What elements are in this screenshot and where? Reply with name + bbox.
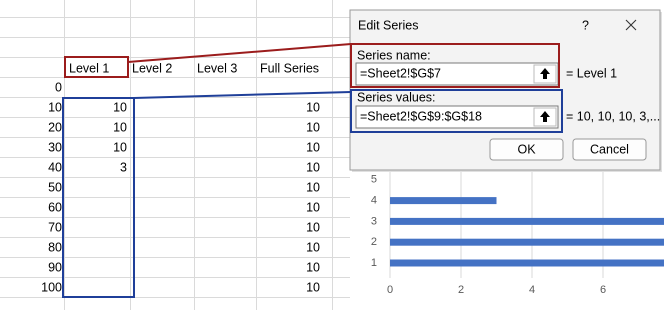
- x-tick-label: 0: [387, 284, 393, 296]
- row-value: 10: [48, 100, 62, 114]
- full-series-cell: 10: [306, 260, 320, 274]
- full-series-cell: 10: [306, 200, 320, 214]
- y-tick-label: 5: [371, 174, 377, 186]
- series-values-label: Series values:: [357, 90, 436, 104]
- close-button[interactable]: [625, 19, 637, 31]
- red-highlight: [64, 43, 560, 88]
- x-tick-label: 4: [529, 284, 535, 296]
- y-tick-label: 3: [371, 215, 377, 227]
- x-tick-label: 6: [600, 284, 606, 296]
- full-series-cell: 10: [306, 180, 320, 194]
- ok-button[interactable]: [489, 138, 564, 161]
- y-tick-label: 1: [371, 257, 377, 269]
- series-values-input[interactable]: [355, 105, 559, 129]
- full-series-cell: 10: [306, 140, 320, 154]
- y-tick-label: 4: [371, 195, 377, 207]
- series-values-preview: = 10, 10, 10, 3,...: [566, 109, 660, 123]
- dialog-title: Edit Series: [358, 18, 418, 32]
- row-value: 70: [48, 220, 62, 234]
- full-series-cell: 10: [306, 160, 320, 174]
- row-value: 50: [48, 180, 62, 194]
- level-1-cell: 10: [113, 120, 127, 134]
- blue-highlight: [62, 89, 563, 298]
- row-value: 100: [41, 280, 62, 294]
- collapse-button[interactable]: [533, 107, 557, 127]
- row-value: 30: [48, 140, 62, 154]
- x-tick-label: 2: [458, 284, 464, 296]
- level-1-cell: 3: [120, 160, 127, 174]
- ok-label: OK: [517, 142, 536, 156]
- series-values-ref: =Sheet2!$G$9:$G$18: [360, 109, 482, 123]
- header-cell: Full Series: [260, 61, 319, 75]
- full-series-cell: 10: [306, 100, 320, 114]
- bar: [390, 259, 664, 267]
- help-button[interactable]: ?: [582, 18, 589, 32]
- full-series-cell: 10: [306, 240, 320, 254]
- header-cell: Level 1: [69, 61, 109, 75]
- full-series-cell: 10: [306, 280, 320, 294]
- row-value: 40: [48, 160, 62, 174]
- row-value: 90: [48, 260, 62, 274]
- series-name-preview: = Level 1: [566, 66, 617, 80]
- chart: 0 2 4 6 1 2 3 4 5: [371, 172, 664, 296]
- row-value: 60: [48, 200, 62, 214]
- spreadsheet: Level 1 Level 2 Level 3 Full Series 0 10 20 30 4…: [0, 0, 350, 310]
- full-series-cell: 10: [306, 220, 320, 234]
- full-series-cell: 10: [306, 120, 320, 134]
- cancel-button[interactable]: [572, 138, 647, 161]
- level-1-cell: 10: [113, 100, 127, 114]
- row-value: 0: [55, 80, 62, 94]
- header-cell: Level 3: [197, 61, 237, 75]
- bar: [390, 238, 664, 246]
- bar: [390, 197, 497, 205]
- cancel-label: Cancel: [590, 142, 629, 156]
- row-value: 80: [48, 240, 62, 254]
- header-cell: Level 2: [132, 61, 172, 75]
- series-name-ref: =Sheet2!$G$7: [360, 66, 441, 80]
- bar: [390, 217, 664, 225]
- row-value: 20: [48, 120, 62, 134]
- level-1-cell: 10: [113, 140, 127, 154]
- y-tick-label: 2: [371, 236, 377, 248]
- series-name-label: Series name:: [357, 48, 431, 62]
- collapse-button[interactable]: [533, 64, 557, 84]
